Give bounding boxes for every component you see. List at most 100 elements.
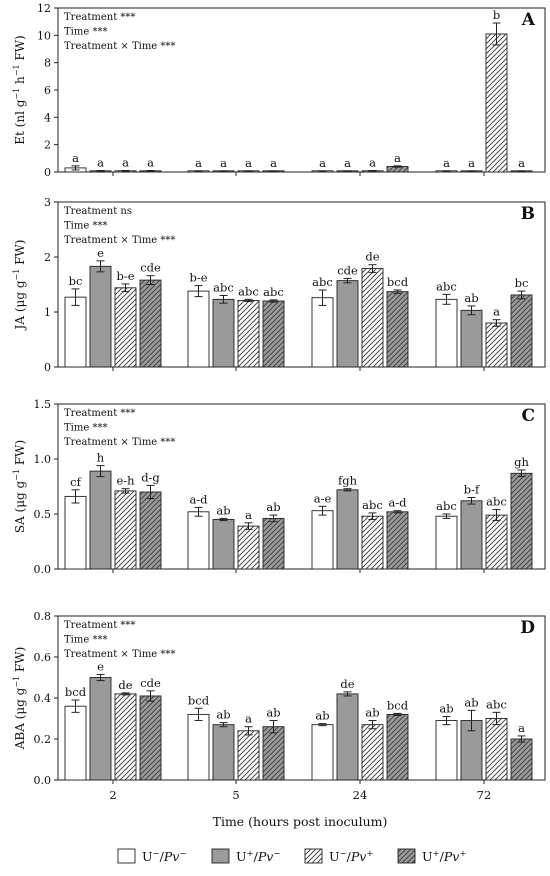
y-axis-label: SA (μg g−1 FW) bbox=[12, 440, 27, 533]
significance-letter: a bbox=[344, 156, 351, 170]
y-tick-label: 2 bbox=[44, 139, 51, 152]
significance-letter: ab bbox=[439, 701, 453, 715]
significance-letter: e bbox=[97, 659, 104, 673]
panel-D: 0.0 0.2 0.4 0.6 0.8 ABA (μg g−1 FW) D Treatment… bbox=[12, 610, 546, 802]
significance-letter: a bbox=[122, 155, 129, 169]
legend-swatch bbox=[304, 848, 323, 864]
significance-letter: a bbox=[394, 151, 401, 165]
legend-label: U−/Pv+ bbox=[329, 849, 374, 864]
bar bbox=[435, 515, 458, 570]
panel-letter: D bbox=[520, 618, 535, 638]
y-tick-label: 0.8 bbox=[34, 610, 52, 623]
bar bbox=[187, 511, 210, 570]
legend-item: U−/Pv− bbox=[117, 848, 187, 864]
significance-letter: a bbox=[518, 721, 525, 735]
significance-letter: h bbox=[97, 451, 105, 465]
y-tick-label: 10 bbox=[37, 29, 51, 42]
x-tick-label: 72 bbox=[477, 788, 492, 802]
significance-letter: a bbox=[72, 151, 79, 165]
legend-item: U−/Pv+ bbox=[304, 848, 374, 864]
significance-letter: cde bbox=[337, 263, 358, 277]
bar bbox=[114, 490, 137, 570]
bar bbox=[64, 705, 87, 781]
bar bbox=[510, 738, 533, 781]
significance-letter: cde bbox=[140, 261, 161, 275]
significance-letter: a bbox=[245, 712, 252, 726]
stats-text: Treatment × Time *** bbox=[64, 235, 175, 246]
significance-letter: ab bbox=[464, 291, 478, 305]
panel-letter: A bbox=[521, 10, 536, 30]
stats-text: Time *** bbox=[64, 423, 107, 434]
bar bbox=[89, 265, 112, 368]
significance-letter: a bbox=[443, 156, 450, 170]
bar bbox=[139, 279, 162, 368]
bar bbox=[485, 718, 508, 781]
significance-letter: a-d bbox=[189, 492, 208, 506]
stats-text: Treatment *** bbox=[64, 408, 135, 419]
stats-text: Time *** bbox=[64, 221, 107, 232]
panel-B: 0 1 2 3 JA (μg g−1 FW) B Treatment ns Time *** T… bbox=[12, 196, 546, 374]
bar bbox=[139, 491, 162, 570]
bar bbox=[386, 713, 409, 781]
y-tick-label: 0.2 bbox=[34, 733, 52, 746]
bar bbox=[262, 300, 285, 368]
bar bbox=[311, 724, 334, 781]
legend-swatch bbox=[397, 848, 416, 864]
bar bbox=[262, 726, 285, 781]
significance-letter: de bbox=[340, 677, 354, 691]
y-axis-label: ABA (μg g−1 FW) bbox=[12, 647, 27, 751]
significance-letter: abc bbox=[238, 284, 259, 298]
y-tick-label: 0.6 bbox=[34, 651, 52, 664]
significance-letter: a bbox=[195, 156, 202, 170]
significance-letter: a-d bbox=[388, 496, 407, 510]
significance-letter: abc bbox=[213, 281, 234, 295]
significance-letter: ab bbox=[216, 503, 230, 517]
bar bbox=[262, 517, 285, 570]
panel-frame bbox=[57, 7, 546, 173]
significance-letter: a bbox=[220, 156, 227, 170]
significance-letter: e-h bbox=[116, 474, 135, 488]
bar bbox=[336, 489, 359, 570]
bar bbox=[435, 298, 458, 368]
significance-letter: bcd bbox=[387, 698, 409, 712]
significance-letter: ab bbox=[266, 706, 280, 720]
bar bbox=[361, 268, 384, 368]
y-tick-label: 3 bbox=[44, 196, 51, 209]
stats-text: Time *** bbox=[64, 635, 107, 646]
y-tick-label: 0 bbox=[44, 166, 51, 179]
x-tick-label: 24 bbox=[353, 788, 368, 802]
significance-letter: a bbox=[468, 156, 475, 170]
significance-letter: a bbox=[97, 155, 104, 169]
bar bbox=[139, 695, 162, 781]
significance-letter: de bbox=[118, 678, 132, 692]
significance-letter: abc bbox=[436, 499, 457, 513]
significance-letter: abc bbox=[362, 498, 383, 512]
y-tick-label: 1.5 bbox=[34, 398, 52, 411]
bar bbox=[212, 298, 235, 368]
significance-letter: abc bbox=[486, 495, 507, 509]
y-tick-label: 1.0 bbox=[34, 453, 52, 466]
significance-letter: abc bbox=[263, 285, 284, 299]
legend-item: U+/Pv− bbox=[211, 848, 281, 864]
bar bbox=[485, 322, 508, 368]
significance-letter: a bbox=[319, 156, 326, 170]
stats-text: Treatment × Time *** bbox=[64, 649, 175, 660]
y-axis-label: Et (nl g−1 h−1 FW) bbox=[12, 35, 27, 144]
significance-letter: ab bbox=[464, 695, 478, 709]
significance-letter: ab bbox=[216, 708, 230, 722]
y-axis-label: JA (μg g−1 FW) bbox=[12, 240, 27, 332]
bar bbox=[89, 470, 112, 570]
y-tick-label: 0.5 bbox=[34, 508, 52, 521]
stats-text: Treatment *** bbox=[64, 12, 135, 23]
significance-letter: a bbox=[270, 156, 277, 170]
y-tick-label: 0 bbox=[44, 361, 51, 374]
significance-letter: gh bbox=[514, 455, 529, 469]
legend-label: U+/Pv− bbox=[236, 849, 281, 864]
bar bbox=[187, 713, 210, 781]
significance-letter: b-f bbox=[464, 483, 480, 497]
significance-letter: a-e bbox=[314, 491, 332, 505]
legend-label: U+/Pv+ bbox=[422, 849, 467, 864]
x-axis-label: Time (hours post inoculum) bbox=[213, 814, 388, 829]
bar bbox=[510, 294, 533, 368]
